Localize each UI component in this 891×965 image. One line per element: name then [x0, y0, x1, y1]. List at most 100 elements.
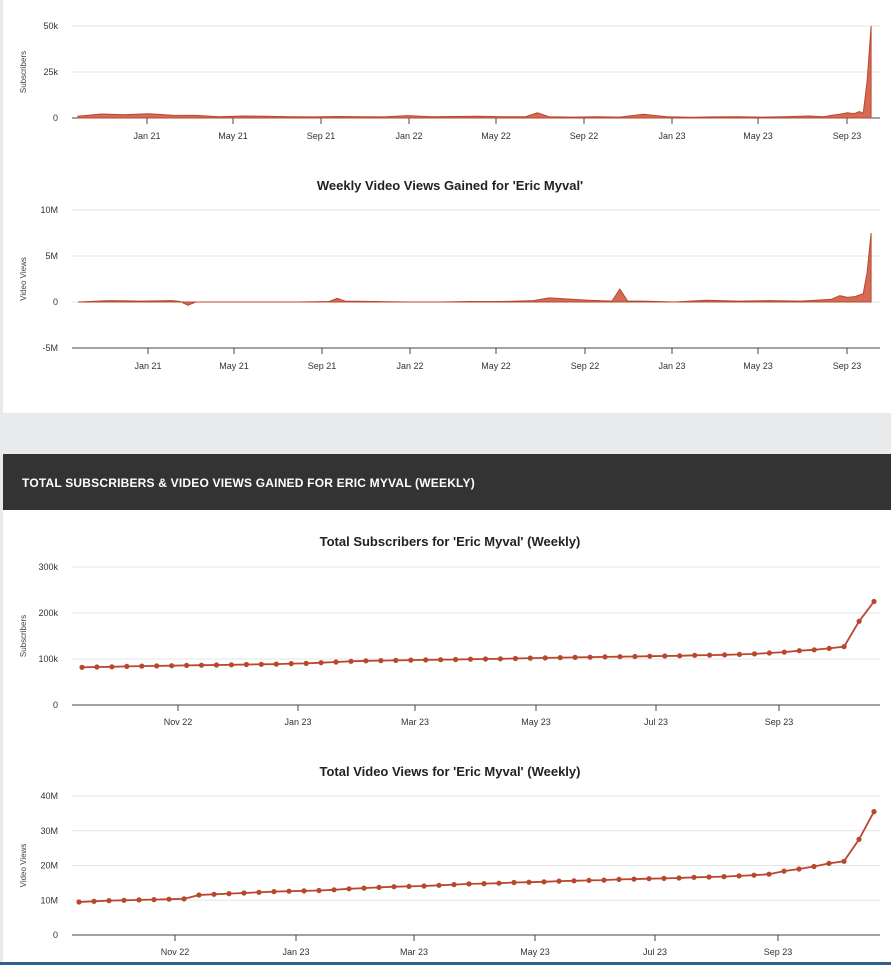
data-point	[796, 648, 802, 654]
x-tick-label: Jan 22	[395, 131, 422, 141]
x-tick-label: Nov 22	[164, 717, 193, 727]
data-point	[602, 654, 608, 660]
data-point	[213, 662, 220, 668]
data-point	[542, 655, 548, 661]
data-point	[616, 876, 622, 883]
x-tick-label: Sep 23	[765, 717, 794, 727]
data-point	[826, 645, 832, 652]
data-point	[526, 879, 532, 885]
data-point	[243, 661, 249, 668]
y-tick-label: 10M	[40, 205, 58, 215]
y-tick-label: 0	[53, 930, 58, 940]
chart-title: Weekly Video Views Gained for 'Eric Myva…	[317, 178, 583, 193]
data-point	[393, 657, 399, 664]
x-tick-label: May 23	[521, 717, 551, 727]
x-tick-label: Sep 23	[833, 131, 862, 141]
series-area	[77, 25, 872, 119]
data-point	[288, 661, 294, 667]
data-point	[736, 873, 742, 879]
data-point	[348, 658, 354, 664]
x-tick-label: May 23	[743, 131, 773, 141]
data-point	[572, 654, 578, 661]
data-point	[571, 878, 577, 884]
data-point	[826, 860, 832, 867]
y-axis-label: Video Views	[19, 257, 28, 301]
data-point	[647, 653, 653, 659]
data-point	[496, 880, 502, 886]
data-point	[453, 656, 459, 663]
data-point	[151, 897, 157, 903]
data-point	[841, 858, 847, 864]
y-tick-label: 0	[53, 297, 58, 307]
data-point	[736, 651, 743, 658]
data-point	[676, 875, 682, 881]
x-tick-label: May 21	[219, 361, 249, 371]
data-point	[557, 655, 563, 661]
x-tick-label: Sep 21	[308, 361, 337, 371]
data-point	[333, 659, 339, 665]
x-tick-label: Sep 22	[570, 131, 599, 141]
y-tick-label: 0	[53, 700, 58, 710]
data-point	[286, 888, 292, 894]
chart-title: Total Subscribers for 'Eric Myval' (Week…	[320, 534, 581, 549]
y-axis-label: Video Views	[19, 844, 28, 888]
data-point	[211, 891, 217, 897]
data-point	[856, 618, 862, 624]
data-point	[631, 876, 637, 882]
data-point	[421, 883, 427, 889]
data-point	[331, 887, 337, 893]
data-point	[198, 662, 205, 668]
data-point	[811, 647, 817, 653]
data-point	[406, 883, 412, 890]
x-tick-label: Sep 21	[307, 131, 336, 141]
x-tick-label: Mar 23	[401, 717, 429, 727]
x-tick-label: May 23	[520, 947, 550, 957]
data-point	[481, 881, 487, 887]
data-point	[318, 660, 324, 666]
y-tick-label: 30M	[40, 826, 58, 836]
data-point	[451, 882, 457, 888]
y-axis-label: Subscribers	[19, 51, 28, 93]
data-point	[303, 660, 309, 667]
data-point	[378, 658, 384, 664]
data-point	[258, 661, 264, 667]
chart-title: Total Video Views for 'Eric Myval' (Week…	[320, 764, 581, 779]
bottom-strip	[0, 962, 891, 965]
y-tick-label: 10M	[40, 895, 58, 905]
data-point	[136, 897, 142, 903]
data-point	[662, 653, 668, 659]
data-point	[121, 897, 127, 903]
data-point	[438, 657, 444, 663]
data-point	[751, 872, 757, 878]
data-point	[391, 884, 397, 890]
data-point	[169, 663, 175, 669]
y-tick-label: 20M	[40, 861, 58, 871]
data-point	[587, 654, 593, 660]
data-point	[811, 863, 817, 870]
x-tick-label: Jul 23	[644, 717, 668, 727]
y-axis-label: Subscribers	[19, 615, 28, 657]
x-tick-label: Sep 22	[571, 361, 600, 371]
data-point	[766, 650, 773, 656]
x-tick-label: Jan 22	[396, 361, 423, 371]
x-tick-label: May 23	[743, 361, 773, 371]
data-point	[273, 661, 279, 667]
data-point	[154, 663, 160, 669]
y-tick-label: 0	[53, 113, 58, 123]
data-point	[722, 652, 728, 658]
x-tick-label: Sep 23	[833, 361, 862, 371]
data-point	[467, 656, 474, 662]
data-point	[706, 874, 712, 880]
data-point	[241, 890, 247, 896]
section-header-title: TOTAL SUBSCRIBERS & VIDEO VIEWS GAINED F…	[22, 476, 475, 490]
data-point	[677, 653, 683, 659]
data-point	[661, 875, 667, 882]
data-point	[781, 868, 787, 874]
data-point	[256, 889, 262, 895]
x-tick-label: Jan 23	[282, 947, 309, 957]
data-point	[497, 656, 503, 662]
